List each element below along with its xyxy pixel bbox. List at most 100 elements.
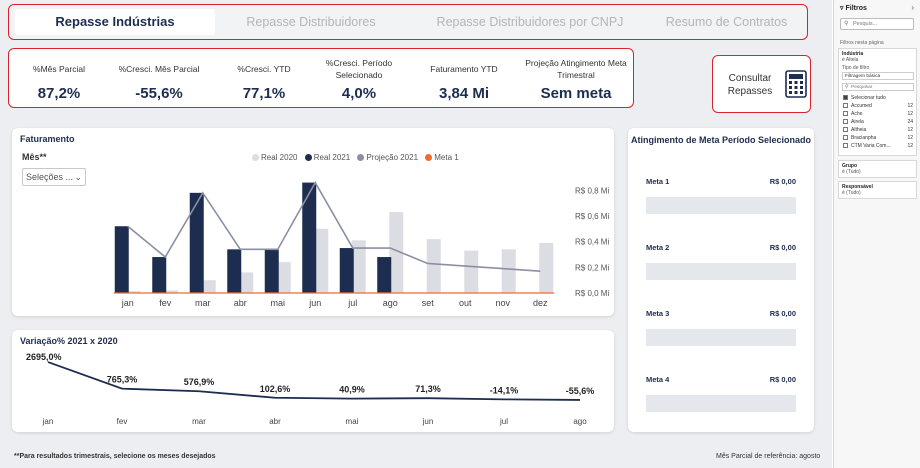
x-tick-label: abr [269,417,281,426]
x-tick-label: fev [159,298,172,308]
x-tick-label: mai [346,417,359,426]
tab-repasse-industrias[interactable]: Repasse Indústrias [15,9,215,35]
variacao-title: Variação% 2021 x 2020 [20,336,118,346]
filter-option[interactable]: Selecionar tudo [843,95,913,101]
y-tick-label: R$ 0,0 Mi [575,289,609,298]
y-tick-label: R$ 0,6 Mi [575,212,609,221]
bar-real-2021 [114,226,129,293]
x-tick-label: jul [347,298,357,308]
kpi-label: %Mês Parcial [33,64,85,74]
legend-dot [304,154,312,161]
x-tick-label: jan [121,298,134,308]
meta-card-title: Atingimento de Meta Período Selecionado [630,135,812,145]
meta-value: R$ 0,00 [769,375,796,384]
filter-option-count: 12 [907,143,913,149]
filter-card-grupo[interactable]: Grupo é (Tudo) [838,160,917,178]
consult-repasses-label: Consultar Repasses [727,73,773,97]
tab-resumo-contratos[interactable]: Resumo de Contratos [665,15,788,29]
bar-real-2020 [501,249,516,293]
filter-search-input[interactable]: ⚲ Pesquisar [842,83,914,91]
x-tick-label: nov [495,298,510,308]
meta-name: Meta 1 [646,177,670,186]
x-tick-label: out [459,298,472,308]
x-tick-label: mai [270,298,285,308]
kpi-value: 3,84 Mi [438,85,490,102]
bar-real-2021 [339,248,354,293]
filter-card-responsavel[interactable]: Responsável é (Tudo) [838,181,917,199]
x-tick-label: mar [192,417,206,426]
filter-type-dropdown[interactable]: Filtragem básica [842,72,914,80]
filter-option-count: 24 [907,119,913,125]
checkbox[interactable] [843,119,848,124]
filter-option[interactable]: Airela 24 [843,119,913,125]
filter-option-count: 12 [907,103,913,109]
legend-item-real-2020[interactable]: Real 2020 [252,153,297,162]
filter-option[interactable]: Ache 12 [843,111,913,117]
meta-row-2: Meta 2 R$ 0,00 [646,243,796,283]
filter-option-count: 12 [907,111,913,117]
checkbox[interactable] [843,135,848,140]
y-tick-label: R$ 0,8 Mi [575,186,609,195]
filter-option[interactable]: Bracianpha 12 [843,135,913,141]
filter-search-placeholder: Pesquisar [851,85,873,90]
meta-row-3: Meta 3 R$ 0,00 [646,309,796,349]
filter-option-label: Ache [851,111,863,117]
search-icon: ⚲ [844,21,849,27]
bar-real-2020 [201,280,216,293]
filter-option[interactable]: Altheia 12 [843,127,913,133]
bar-real-2021 [152,257,167,293]
kpi-cresci-ytd: %Cresci. YTD 77,1% [214,49,314,107]
line-variacao [47,361,581,401]
collapse-pane-icon[interactable]: › [911,3,914,12]
checkbox[interactable] [843,127,848,132]
report-canvas: Repasse Indústrias Repasse Distribuidore… [0,0,832,468]
footer-note: **Para resultados trimestrais, selecione… [14,453,216,460]
data-label: 102,6% [260,384,291,394]
checkbox[interactable] [843,143,848,148]
filter-option[interactable]: CTM Varia Com... 12 [843,143,913,149]
variacao-card: Variação% 2021 x 2020 2695,0% jan 765,3% fe… [12,330,614,432]
bar-real-2020 [539,242,554,293]
legend-item-meta-1[interactable]: Meta 1 [425,153,459,162]
filter-card-title: Responsável [842,184,873,190]
tab-repasse-distribuidores[interactable]: Repasse Distribuidores [246,15,376,29]
kpi-label: Faturamento YTD [430,64,498,74]
checkbox[interactable] [843,95,848,100]
filter-card-subtitle: é (Tudo) [842,169,861,175]
filter-option[interactable]: Accumed 12 [843,103,913,109]
consult-repasses-button[interactable]: Consultar Repasses [712,55,811,113]
filter-card-title: Grupo [842,163,857,169]
tab-bar: Repasse Indústrias Repasse Distribuidore… [8,4,808,40]
filter-type-label: Tipo de filtro [842,65,870,71]
meta-row-1: Meta 1 R$ 0,00 [646,177,796,217]
filter-option-count: 12 [907,127,913,133]
filter-option-label: CTM Varia Com... [851,143,891,149]
filters-search-input[interactable]: ⚲ Pesquis... [840,18,914,30]
meta-card: Atingimento de Meta Período Selecionado … [628,128,814,432]
chart-legend: Real 2020 Real 2021 Projeção 2021 Meta 1 [252,153,464,162]
legend-item-real-2021[interactable]: Real 2021 [304,153,351,162]
kpi-projecao-meta: Projeção Atingimento Meta Trimestral Sem… [521,49,631,107]
month-filter-dropdown[interactable]: Seleções ... ⌄ [22,168,86,186]
filter-card-industria[interactable]: Indústria é Altela Tipo de filtro Filtra… [838,48,917,156]
checkbox[interactable] [843,103,848,108]
checkbox[interactable] [843,111,848,116]
search-icon: ⚲ [845,85,849,90]
x-tick-label: mar [195,298,211,308]
legend-label: Projeção 2021 [366,153,419,162]
filters-page-subtitle: Filtros nesta página [840,40,884,46]
kpi-value: 77,1% [242,85,286,102]
filters-search-placeholder: Pesquis... [853,21,878,27]
calculator-icon [785,70,807,98]
tab-repasse-distribuidores-cnpj[interactable]: Repasse Distribuidores por CNPJ [436,15,624,29]
filter-type-value: Filtragem básica [845,74,881,79]
kpi-mes-parcial: %Mês Parcial 87,2% [9,49,109,107]
kpi-label: %Cresci. Mês Parcial [118,64,200,74]
legend-label: Real 2021 [313,153,351,162]
kpi-cresci-mes-parcial: %Cresci. Mês Parcial -55,6% [104,49,214,107]
legend-item-projecao-2021[interactable]: Projeção 2021 [357,153,418,162]
meta-name: Meta 3 [646,309,670,318]
footer-reference: Mês Parcial de referência: agosto [716,453,821,460]
bar-real-2020 [276,262,291,293]
bar-real-2021 [227,249,242,293]
